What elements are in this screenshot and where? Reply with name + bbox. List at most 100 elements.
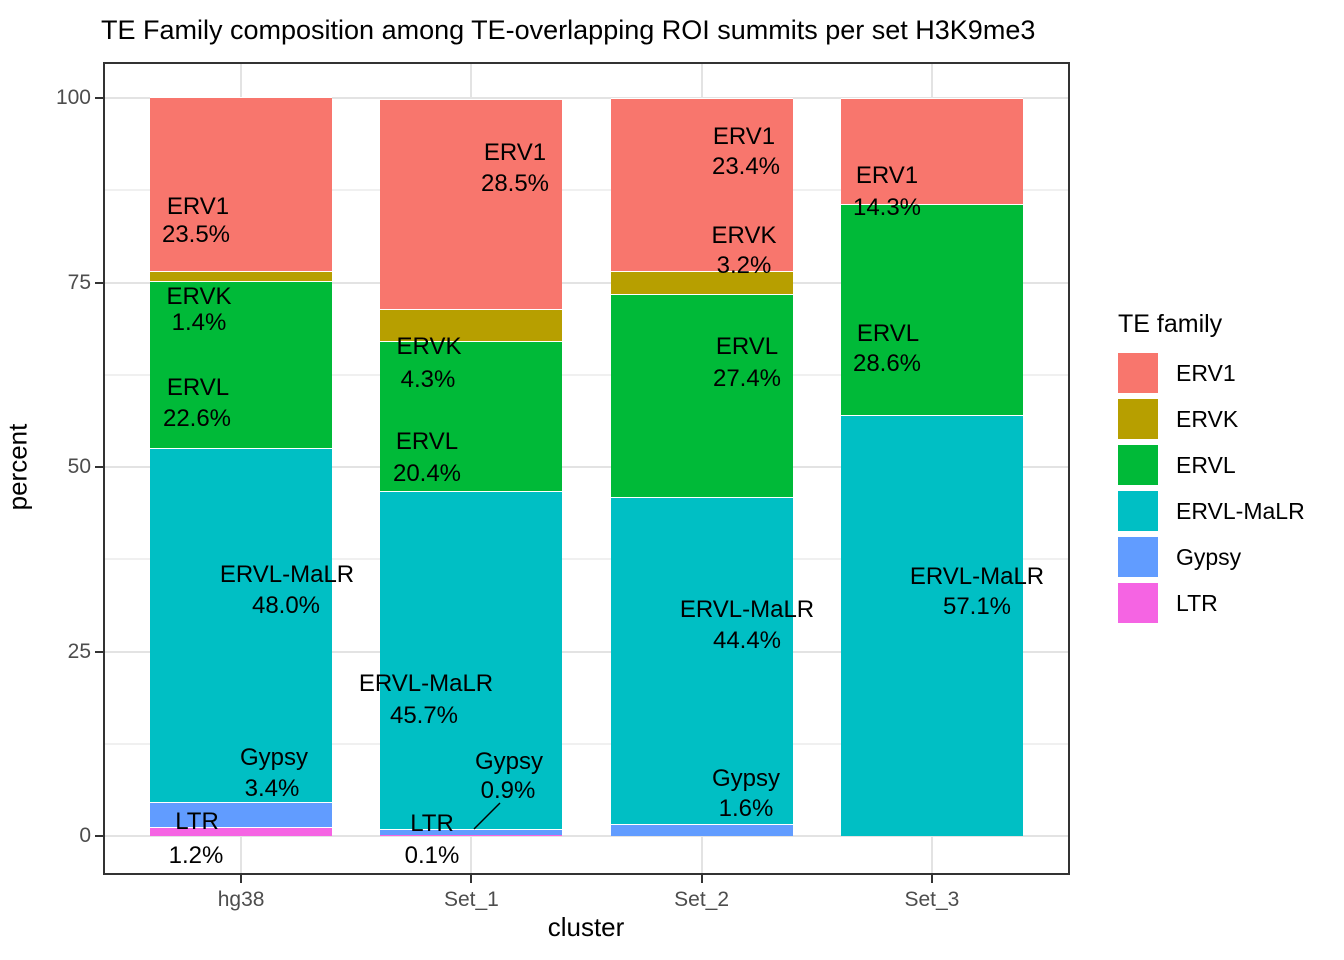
bar-label-hg38-ERVL: ERVL: [166, 374, 230, 401]
y-tick-25: [95, 650, 103, 653]
y-tick-label-50: 50: [67, 455, 91, 478]
legend-label-LTR: LTR: [1176, 589, 1218, 616]
bar-label-Set_3-28.6%: 28.6%: [852, 350, 922, 377]
legend-label-Gypsy: Gypsy: [1176, 543, 1242, 570]
bar-label-Set_1-0.9%: 0.9%: [480, 777, 536, 804]
legend-key-ERVL: [1118, 445, 1158, 485]
bar-label-Set_1-ERVK: ERVK: [396, 333, 462, 360]
y-tick-label-25: 25: [67, 639, 91, 663]
gridline-major-75: [105, 281, 1068, 284]
legend-item-Gypsy: Gypsy: [1118, 537, 1305, 577]
bar-label-hg38-1.4%: 1.4%: [171, 309, 227, 336]
legend-key-ERVK: [1118, 399, 1158, 439]
bar-segment-ERVL-Set_3: [840, 203, 1023, 415]
bar-segment-ERVK-Set_1: [380, 309, 563, 341]
bar-segment-ERV1-Set_3: [840, 98, 1023, 204]
x-tick-Set_3: [930, 875, 933, 883]
bar-label-hg38-48.0%: 48.0%: [251, 592, 321, 619]
x-axis-title: cluster: [547, 912, 625, 942]
x-tick-label-Set_1: Set_1: [443, 888, 499, 911]
bar-label-Set_2-Gypsy: Gypsy: [711, 765, 781, 792]
bar-segment-ERVK-Set_2: [610, 270, 793, 295]
bar-label-hg38-ERV1: ERV1: [166, 193, 230, 220]
plot-title: TE Family composition among TE-overlappi…: [101, 15, 1036, 45]
legend-items: ERV1 ERVK ERVL ERVL-MaLR Gypsy LTR: [1118, 353, 1305, 629]
bar-label-Set_3-57.1%: 57.1%: [942, 593, 1012, 620]
legend-item-ERVL-MaLR: ERVL-MaLR: [1118, 491, 1305, 531]
legend-label-ERVL: ERVL: [1176, 451, 1236, 478]
bar-label-Set_2-23.4%: 23.4%: [711, 153, 781, 180]
bar-label-hg38-23.5%: 23.5%: [161, 221, 231, 248]
legend-label-ERVK: ERVK: [1176, 405, 1239, 432]
bar-label-Set_2-ERVK: ERVK: [711, 222, 777, 249]
legend-item-ERV1: ERV1: [1118, 353, 1305, 393]
y-tick-75: [95, 281, 103, 284]
y-tick-0: [95, 835, 103, 837]
bar-label-hg38-1.2%: 1.2%: [168, 842, 224, 869]
x-tick-Set_1: [470, 875, 473, 883]
bar-label-hg38-22.6%: 22.6%: [162, 405, 232, 432]
bar-label-hg38-ERVK: ERVK: [166, 283, 232, 310]
legend-item-LTR: LTR: [1118, 583, 1305, 623]
bar-label-hg38-ERVL-MaLR: ERVL-MaLR: [219, 561, 355, 588]
bar-segment-ERVL-hg38: [150, 281, 333, 448]
gridline-minor-87.5: [105, 189, 1068, 192]
x-tick-label-Set_2: Set_2: [674, 888, 730, 911]
bar-label-Set_1-0.1%: 0.1%: [404, 842, 460, 869]
bar-segment-LTR-hg38: [150, 827, 333, 836]
bar-segment-ERVK-hg38: [150, 270, 333, 282]
legend-title: TE family: [1118, 310, 1223, 338]
y-axis-title: percent: [2, 423, 33, 511]
legend-key-Gypsy: [1118, 537, 1158, 577]
gridline-major-0: [105, 835, 1068, 837]
bar-label-Set_3-14.3%: 14.3%: [852, 194, 922, 221]
bar-label-hg38-Gypsy: Gypsy: [239, 744, 309, 771]
bar-label-Set_3-ERVL: ERVL: [856, 320, 920, 347]
bar-segment-ERV1-Set_2: [610, 98, 793, 271]
bar-label-Set_1-4.3%: 4.3%: [400, 366, 456, 393]
y-tick-100: [95, 97, 103, 99]
bar-label-Set_1-ERV1: ERV1: [483, 139, 547, 166]
bar-label-Set_1-45.7%: 45.7%: [389, 702, 459, 729]
bar-segment-Gypsy-Set_2: [610, 824, 793, 836]
bar-segment-ERVL-Set_1: [380, 340, 563, 492]
y-tick-50: [95, 466, 103, 468]
bar-segment-ERVL-MaLR-Set_3: [840, 414, 1023, 836]
bar-segment-ERVL-Set_2: [610, 294, 793, 497]
bar-segment-LTR-Set_1: [380, 835, 563, 836]
y-tick-label-0: 0: [79, 824, 91, 847]
bar-label-Set_1-LTR: LTR: [410, 810, 454, 837]
bar-segment-ERVL-MaLR-hg38: [150, 447, 333, 803]
gridline-minor-37.5: [105, 558, 1068, 561]
gridline-major-100: [105, 97, 1068, 99]
gridline-minor-62.5: [105, 373, 1068, 376]
bar-label-Set_1-ERVL-MaLR: ERVL-MaLR: [358, 670, 494, 697]
bar-segment-ERVL-MaLR-Set_1: [380, 491, 563, 829]
bar-label-Set_1-ERVL: ERVL: [395, 428, 459, 455]
gridline-minor-12.5: [105, 742, 1068, 745]
y-tick-label-75: 75: [67, 270, 91, 294]
bar-label-Set_3-ERVL-MaLR: ERVL-MaLR: [909, 563, 1045, 590]
bar-label-Set_1-20.4%: 20.4%: [392, 460, 462, 487]
bar-label-Set_2-3.2%: 3.2%: [716, 252, 772, 279]
bar-label-Set_3-ERV1: ERV1: [855, 162, 919, 189]
legend-item-ERVK: ERVK: [1118, 399, 1305, 439]
legend: TE family ERV1 ERVK ERVL ERVL-MaLR Gypsy LTR: [1118, 310, 1305, 629]
legend-item-ERVL: ERVL: [1118, 445, 1305, 485]
bar-label-Set_2-44.4%: 44.4%: [712, 627, 782, 654]
bar-label-Set_2-ERVL-MaLR: ERVL-MaLR: [679, 596, 815, 623]
bar-segment-ERV1-hg38: [150, 97, 333, 271]
x-tick-label-Set_3: Set_3: [904, 888, 960, 911]
bar-label-Set_2-ERVL: ERVL: [715, 333, 779, 360]
bar-label-Set_2-27.4%: 27.4%: [712, 365, 782, 392]
legend-label-ERVL-MaLR: ERVL-MaLR: [1176, 497, 1305, 524]
gridline-major-25: [105, 650, 1068, 653]
bar-label-Set_2-ERV1: ERV1: [712, 123, 776, 150]
bar-label-hg38-LTR: LTR: [175, 808, 219, 835]
x-tick-hg38: [240, 875, 243, 883]
y-tick-label-100: 100: [55, 86, 91, 109]
bar-segment-ERV1-Set_1: [380, 98, 563, 310]
bar-label-Set_1-28.5%: 28.5%: [480, 170, 550, 197]
x-tick-Set_2: [700, 875, 703, 883]
